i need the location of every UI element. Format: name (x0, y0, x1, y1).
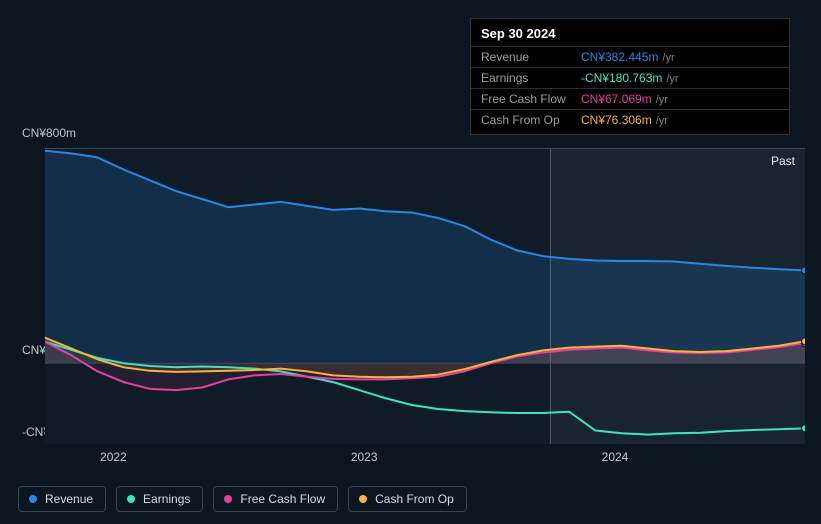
tooltip-row-unit: /yr (662, 52, 674, 64)
x-label-2024: 2024 (602, 450, 629, 464)
legend-item-revenue[interactable]: Revenue (18, 486, 106, 512)
tooltip-row-unit: /yr (656, 94, 668, 106)
chart-svg (45, 148, 805, 444)
data-tooltip: Sep 30 2024 RevenueCN¥382.445m/yrEarning… (470, 18, 790, 135)
tooltip-row-unit: /yr (666, 73, 678, 85)
tooltip-row-value: CN¥382.445m (581, 50, 658, 64)
legend-label: Free Cash Flow (240, 492, 325, 506)
tooltip-row-label: Cash From Op (481, 113, 581, 127)
legend-dot-icon (127, 495, 135, 503)
tooltip-row-label: Free Cash Flow (481, 92, 581, 106)
legend-item-free-cash-flow[interactable]: Free Cash Flow (213, 486, 338, 512)
tooltip-row: Free Cash FlowCN¥67.069m/yr (471, 88, 789, 109)
legend-dot-icon (224, 495, 232, 503)
legend-item-cash-from-op[interactable]: Cash From Op (348, 486, 467, 512)
tooltip-row: Earnings-CN¥180.763m/yr (471, 67, 789, 88)
tooltip-row-value: CN¥67.069m (581, 92, 652, 106)
chart-legend: Revenue Earnings Free Cash Flow Cash From O… (18, 486, 467, 512)
tooltip-title: Sep 30 2024 (471, 23, 789, 46)
legend-label: Cash From Op (375, 492, 454, 506)
legend-item-earnings[interactable]: Earnings (116, 486, 203, 512)
tooltip-row-label: Earnings (481, 71, 581, 85)
tooltip-row: RevenueCN¥382.445m/yr (471, 46, 789, 67)
legend-dot-icon (359, 495, 367, 503)
legend-dot-icon (29, 495, 37, 503)
chart-plot[interactable]: Past (45, 148, 805, 444)
x-label-2022: 2022 (100, 450, 127, 464)
tooltip-row-label: Revenue (481, 50, 581, 64)
x-label-2023: 2023 (351, 450, 378, 464)
region-label-past: Past (771, 154, 795, 168)
legend-label: Revenue (45, 492, 93, 506)
tooltip-row-value: CN¥76.306m (581, 113, 652, 127)
tooltip-row-unit: /yr (656, 115, 668, 127)
legend-label: Earnings (143, 492, 190, 506)
tooltip-row-value: -CN¥180.763m (581, 71, 662, 85)
tooltip-row: Cash From OpCN¥76.306m/yr (471, 109, 789, 130)
y-axis-label-top: CN¥800m (22, 126, 76, 140)
